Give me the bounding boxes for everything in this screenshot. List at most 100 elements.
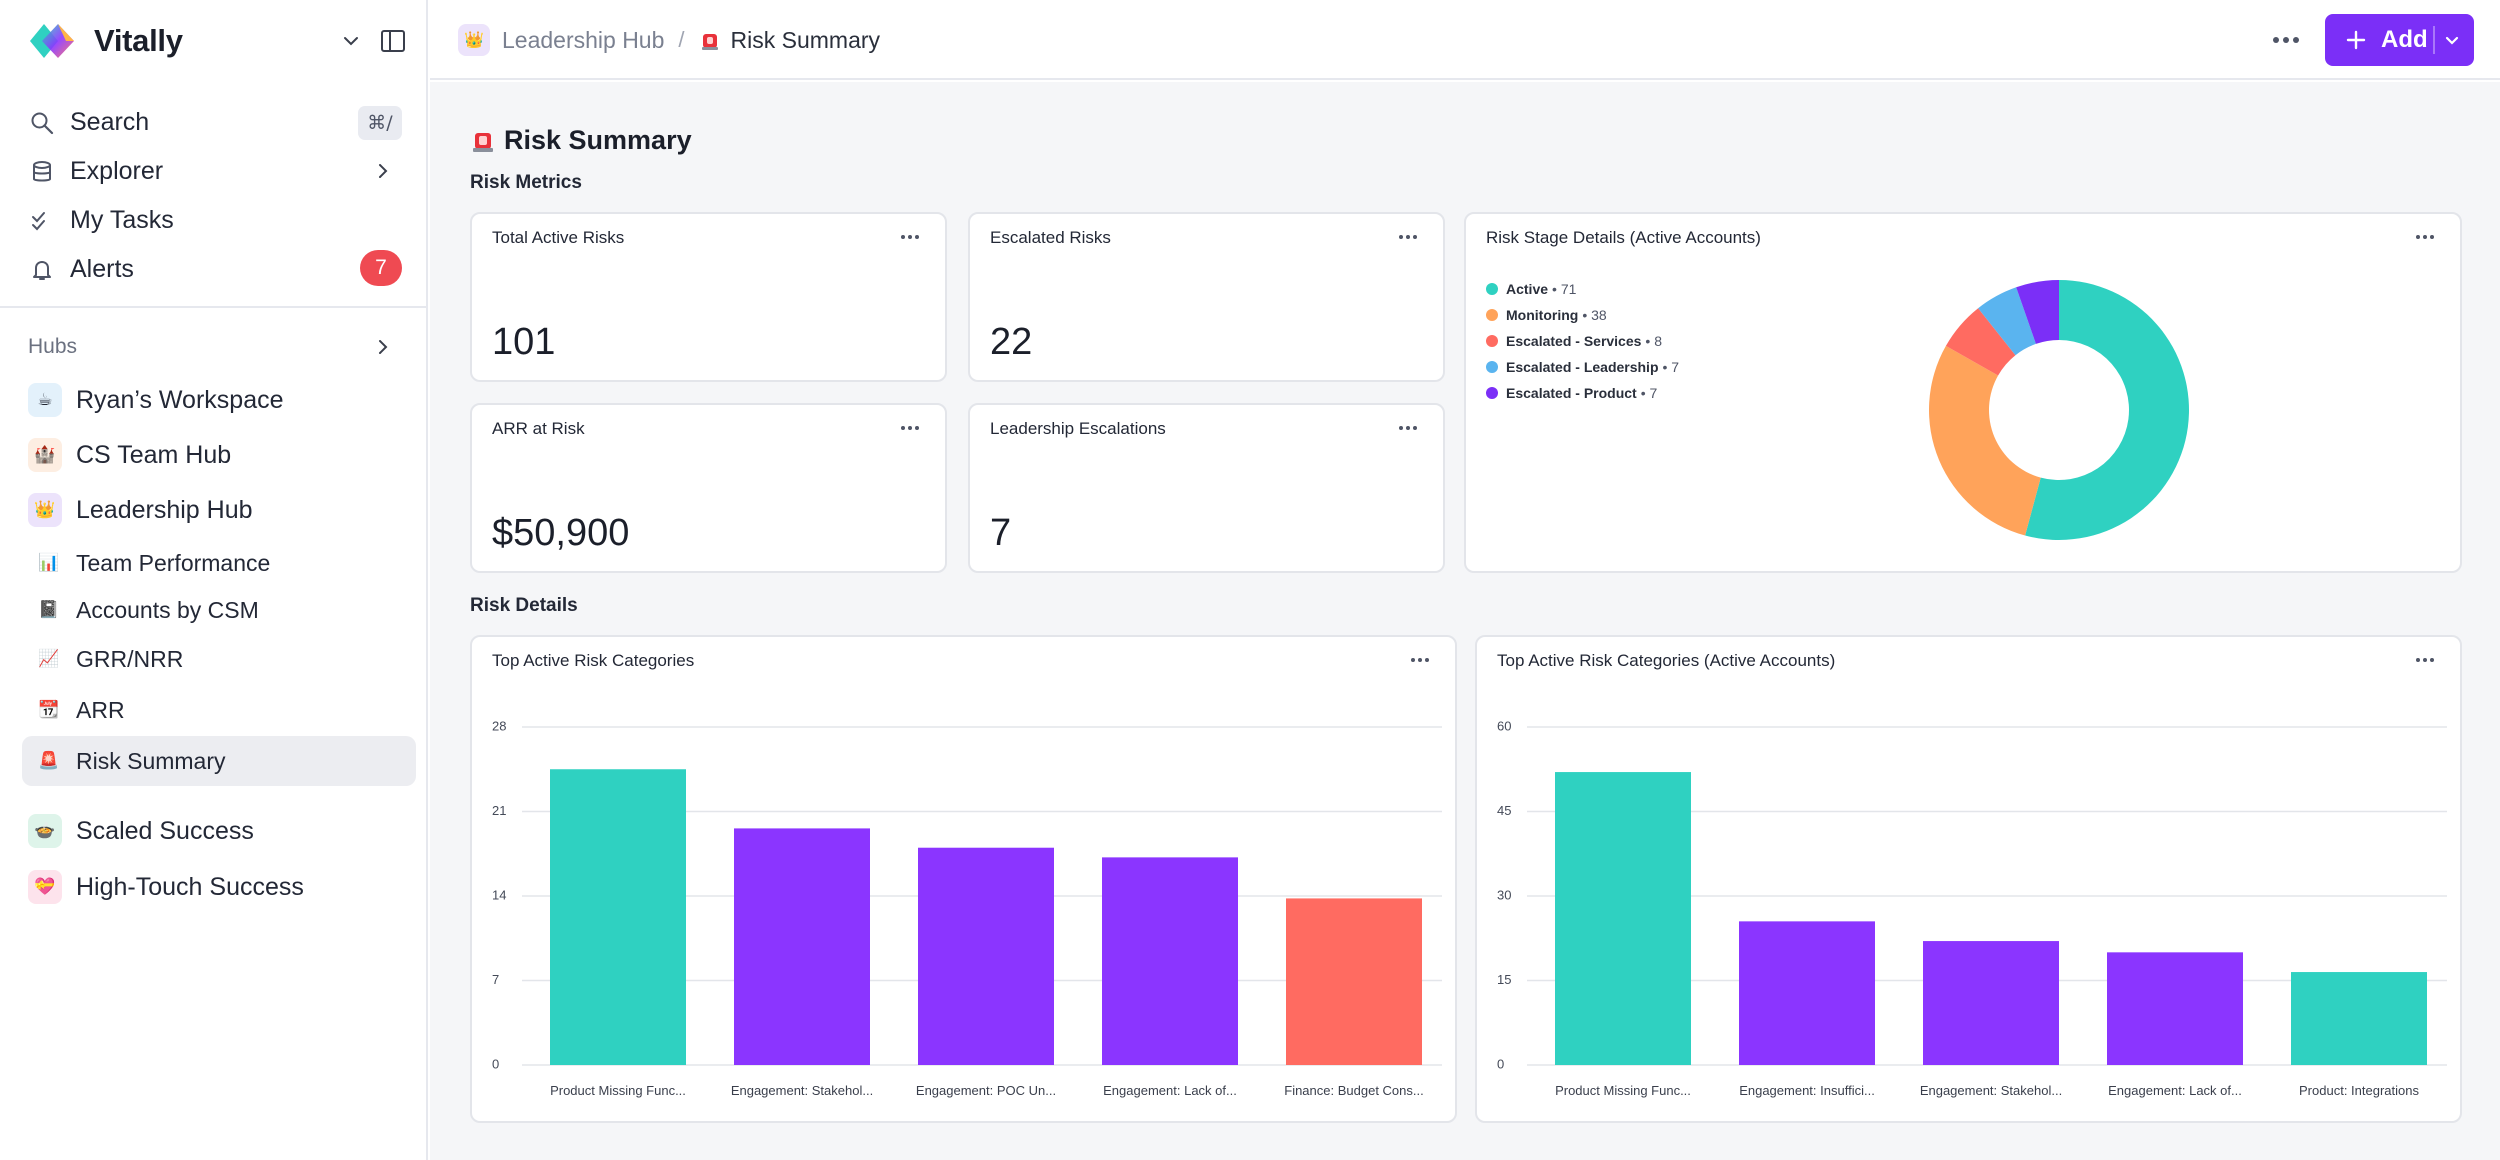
workspace-switcher[interactable]: Vitally [28,20,183,62]
legend-item[interactable]: Active • 71 [1486,276,1679,302]
bar[interactable] [550,769,686,1065]
legend-swatch [1486,361,1498,373]
more-options-icon[interactable] [2414,651,2436,669]
y-tick-label: 14 [492,887,506,902]
x-tick-label: Product Missing Func... [1555,1083,1691,1098]
bar-chart: 0 7 14 21 28 Product Missing Func... Engagemen… [492,718,1442,1098]
bar[interactable] [1555,772,1691,1065]
chart-title: Risk Stage Details (Active Accounts) [1486,228,1761,247]
legend-item[interactable]: Escalated - Product • 7 [1486,380,1679,406]
bar[interactable] [918,847,1054,1065]
hub-high-touch-success[interactable]: 💝 High-Touch Success [28,867,304,907]
sub-risk-summary[interactable]: 🚨 Risk Summary [36,742,225,780]
y-tick-label: 21 [492,803,506,818]
bar[interactable] [1739,921,1875,1065]
sidebar-toggle-icon[interactable] [380,28,406,54]
sidebar-divider [0,306,428,308]
chevron-down-icon[interactable] [340,30,362,52]
breadcrumb-current: Risk Summary [730,26,881,53]
x-tick-label: Product: Integrations [2299,1083,2419,1098]
crown-icon: 👑 [458,24,490,56]
more-options-icon[interactable] [899,228,921,246]
trend-chart-icon: 📈 [38,649,60,668]
chevron-down-icon[interactable] [2442,30,2462,50]
hub-label: Scaled Success [76,816,254,845]
notebook-icon: 📓 [38,600,60,619]
donut-slice[interactable] [2016,280,2059,344]
siren-icon [699,28,721,52]
metric-title: Total Active Risks [492,228,625,247]
hub-scaled-success[interactable]: 🍲 Scaled Success [28,811,254,851]
legend-value: • 7 [1640,385,1658,401]
sub-accounts-by-csm[interactable]: 📓 Accounts by CSM [36,591,258,629]
breadcrumb-parent[interactable]: Leadership Hub [502,26,665,53]
chart-title: Top Active Risk Categories (Active Accou… [1497,651,1836,670]
bar[interactable] [1286,898,1422,1065]
app-name: Vitally [94,23,183,58]
more-options-icon[interactable] [899,419,921,437]
nav-search[interactable]: Search ⌘/ [0,98,428,147]
bar[interactable] [2107,952,2243,1065]
hub-label: High-Touch Success [76,872,304,901]
legend-value: • 8 [1645,333,1662,349]
hub-cs-team[interactable]: 🏰 CS Team Hub [28,435,231,475]
add-button[interactable]: Add [2325,14,2474,66]
add-button-label: Add [2381,26,2428,53]
bar[interactable] [2291,972,2427,1065]
nav-alerts[interactable]: Alerts 7 [0,245,428,294]
hub-ryans-workspace[interactable]: ☕ Ryan’s Workspace [28,380,284,420]
legend-value: • 71 [1552,281,1577,297]
y-tick-label: 7 [492,972,499,987]
legend-value: • 38 [1582,307,1607,323]
bar[interactable] [1923,941,2059,1065]
legend-item[interactable]: Escalated - Leadership • 7 [1486,354,1679,380]
metric-card-arr-at-risk: ARR at Risk $50,900 [470,403,947,573]
x-tick-label: Product Missing Func... [550,1083,686,1098]
more-options-icon[interactable] [2414,228,2436,246]
alerts-count-badge: 7 [360,250,402,286]
breadcrumb-separator: / [678,27,685,52]
y-tick-label: 0 [492,1056,499,1071]
donut-slice[interactable] [1929,345,2041,536]
legend-item[interactable]: Monitoring • 38 [1486,302,1679,328]
bowl-icon: 🍲 [28,814,62,848]
search-icon [28,109,56,137]
y-tick-label: 60 [1497,718,1511,733]
nav-my-tasks[interactable]: My Tasks [0,196,428,245]
nav-search-label: Search [70,108,150,136]
legend-item[interactable]: Escalated - Services • 8 [1486,328,1679,354]
more-options-icon[interactable] [1397,228,1419,246]
bar[interactable] [1102,857,1238,1065]
more-options-icon[interactable] [2266,26,2306,54]
metric-value: $50,900 [492,512,630,554]
vitally-logo-icon [30,24,74,58]
hub-label: Leadership Hub [76,495,253,524]
chevron-right-icon[interactable] [372,160,394,182]
siren-icon: 🚨 [38,751,60,770]
crown-icon: 👑 [28,493,62,527]
bar[interactable] [734,828,870,1065]
sub-grr-nrr[interactable]: 📈 GRR/NRR [36,640,183,678]
breadcrumb: 👑 Leadership Hub / Risk Summary [458,22,880,58]
x-tick-label: Engagement: Stakehol... [1920,1083,2062,1098]
donut-slice[interactable] [1978,287,2036,356]
more-options-icon[interactable] [1397,419,1419,437]
metric-card-total-active-risks: Total Active Risks 101 [470,212,947,382]
metric-card-leadership-escalations: Leadership Escalations 7 [968,403,1445,573]
x-tick-label: Engagement: Insuffici... [1739,1083,1875,1098]
bell-icon [28,256,56,284]
y-tick-label: 45 [1497,803,1511,818]
donut-slice[interactable] [1945,308,2016,376]
hub-leadership[interactable]: 👑 Leadership Hub [28,490,253,530]
chevron-right-icon[interactable] [372,336,394,358]
page-title-text: Risk Summary [504,124,692,155]
primary-nav: Search ⌘/ Explorer My Tasks Alerts 7 [0,98,428,294]
sub-arr[interactable]: 📆 ARR [36,691,124,729]
more-options-icon[interactable] [1409,651,1431,669]
hubs-header[interactable]: Hubs [28,330,408,364]
nav-explorer[interactable]: Explorer [0,147,428,196]
metric-title: ARR at Risk [492,419,585,438]
hub-label: CS Team Hub [76,440,232,469]
sub-team-performance[interactable]: 📊 Team Performance [36,544,270,582]
donut-slice[interactable] [2025,280,2189,540]
